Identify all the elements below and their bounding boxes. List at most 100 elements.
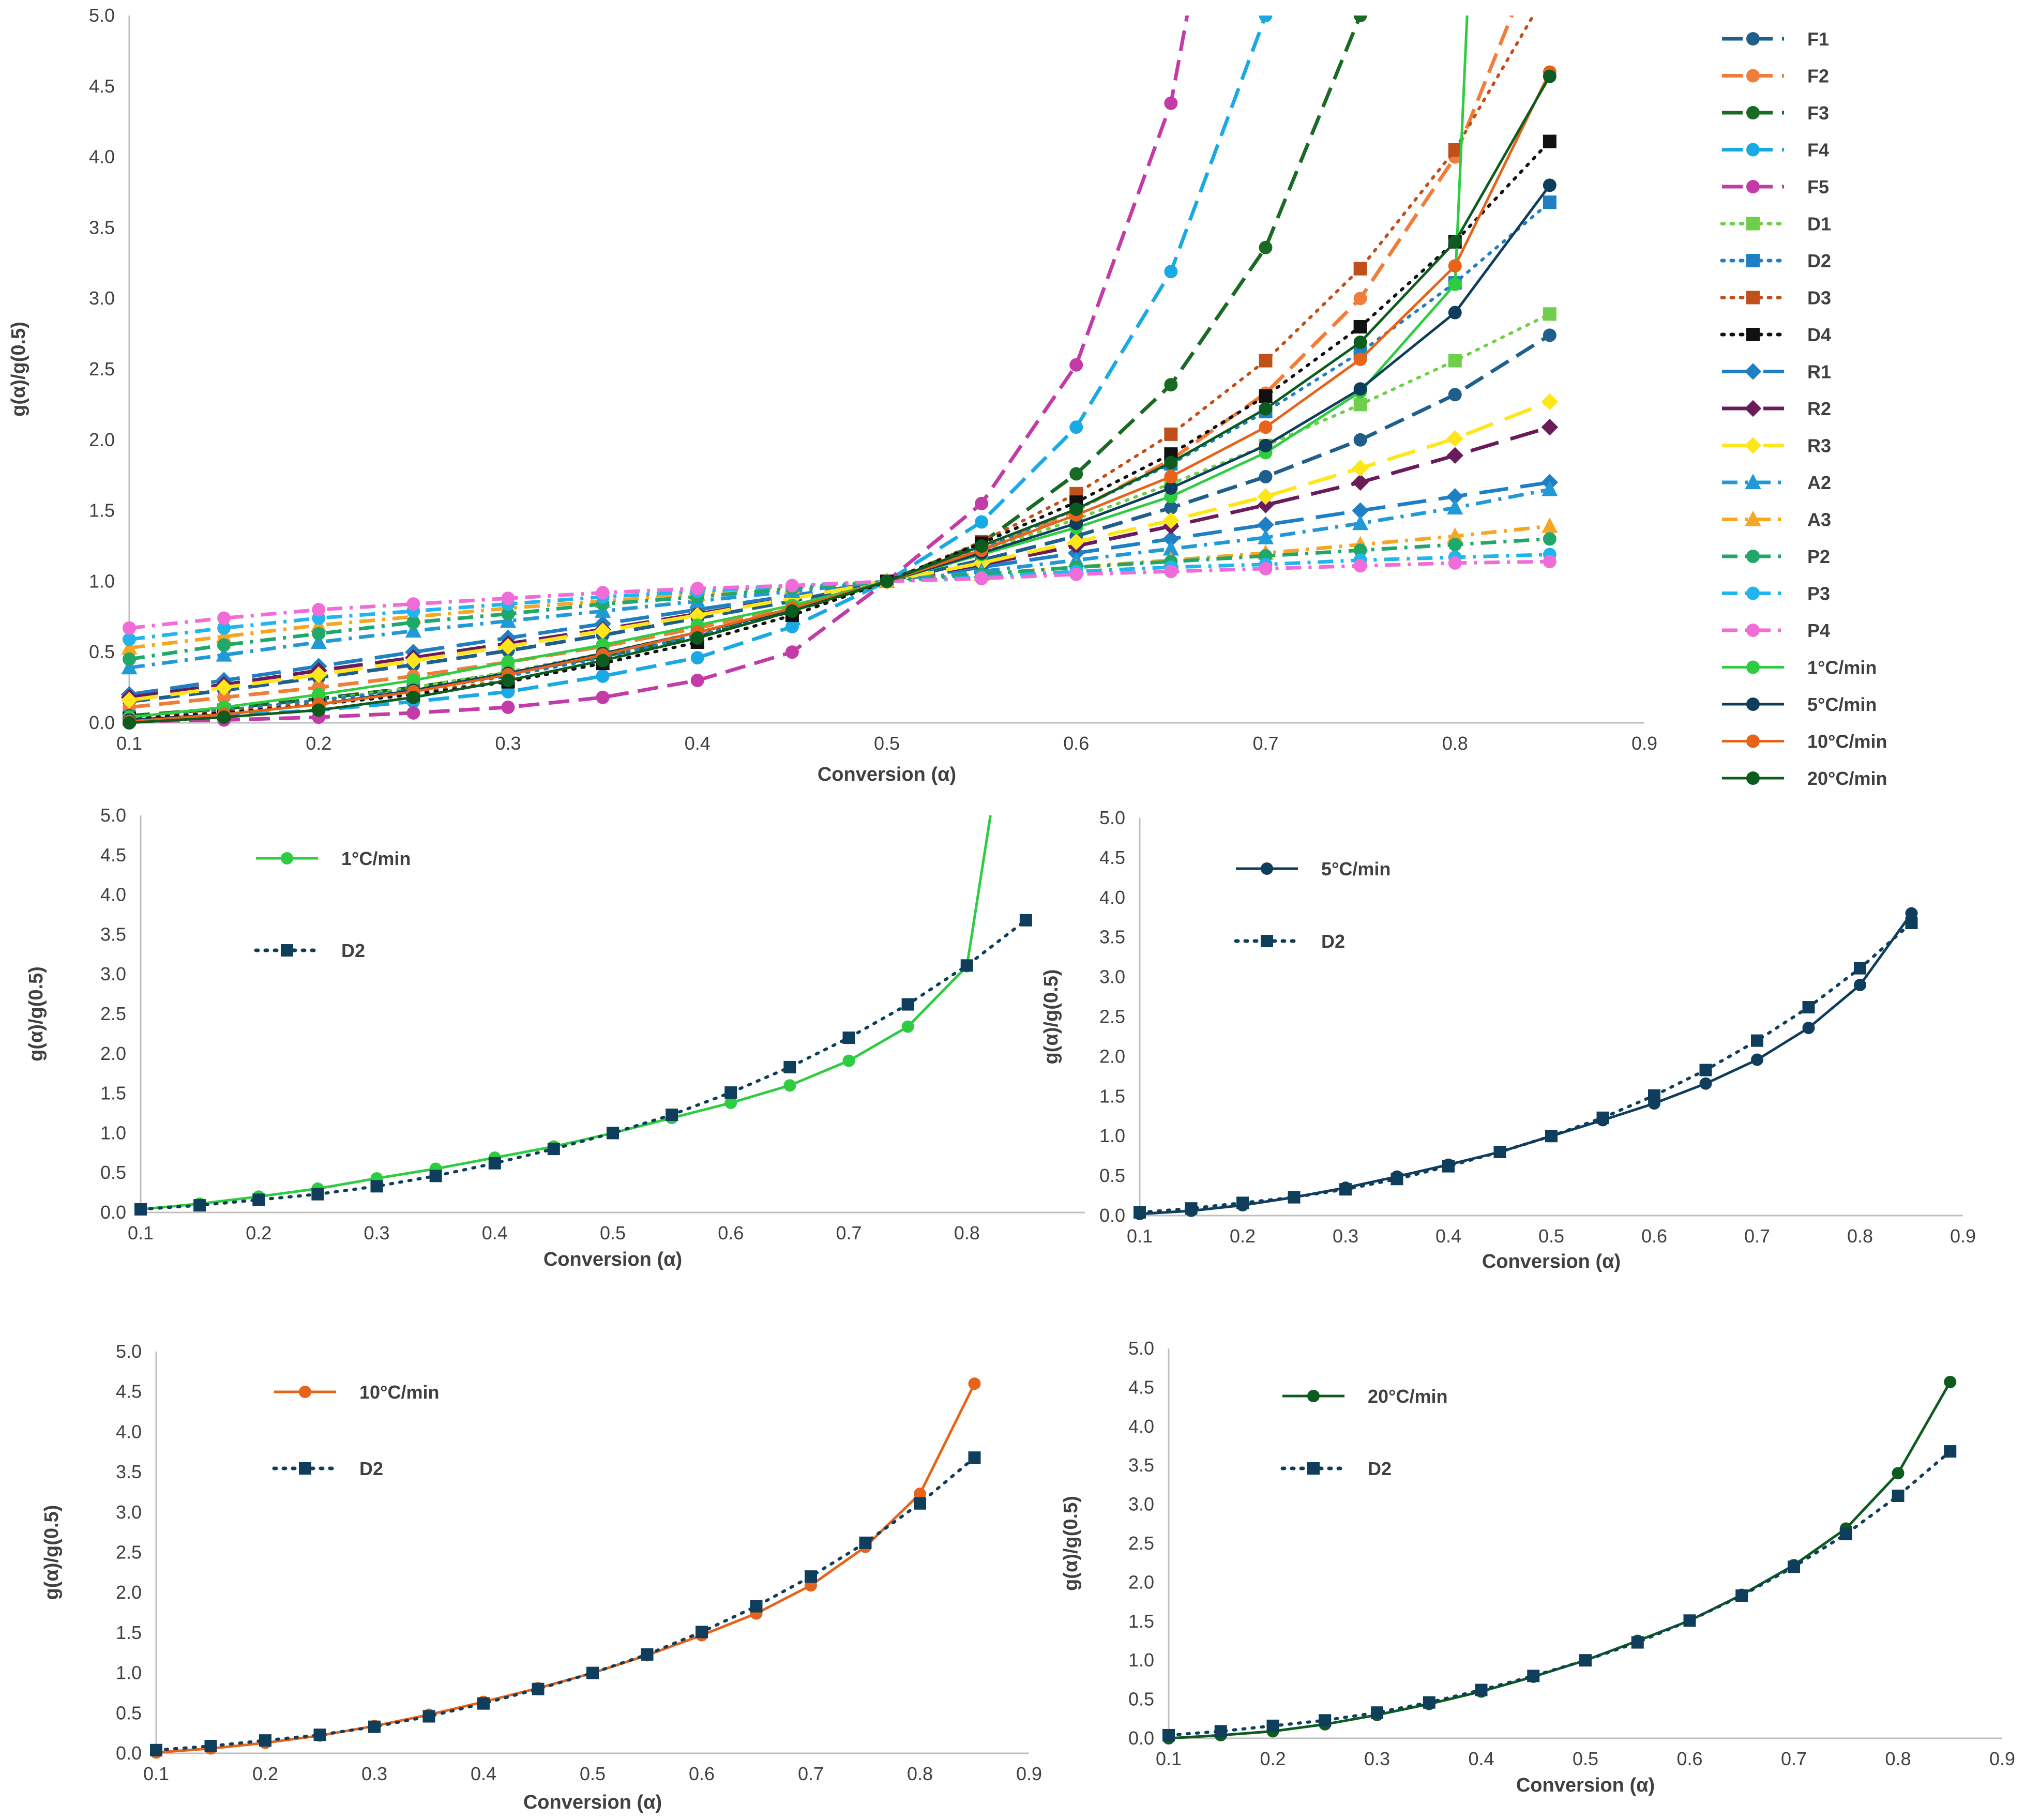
data-point	[368, 1720, 381, 1733]
data-point	[783, 1079, 796, 1092]
data-point	[1353, 320, 1367, 333]
data-point	[406, 690, 420, 704]
series-line-5cmin	[1139, 913, 1913, 1216]
legend-label: F1	[1807, 28, 1829, 50]
data-point	[1266, 1719, 1279, 1732]
y-tick-label: 5.0	[1099, 807, 1125, 828]
data-point	[975, 496, 989, 510]
legend-marker	[1744, 363, 1762, 380]
data-point	[594, 622, 611, 640]
data-point	[488, 1157, 501, 1170]
legend-marker	[1746, 697, 1760, 711]
data-point	[596, 669, 610, 683]
data-point	[1543, 195, 1556, 209]
y-tick-label: 2.0	[89, 429, 115, 450]
legend-marker	[1261, 862, 1273, 875]
legend-label: 1°C/min	[1807, 657, 1877, 678]
y-tick-label: 3.5	[89, 217, 115, 238]
data-point	[690, 673, 704, 687]
data-point	[1699, 1064, 1712, 1076]
data-point	[1371, 1706, 1383, 1719]
data-point	[1446, 430, 1463, 447]
legend-marker	[281, 944, 293, 957]
data-point	[968, 1451, 981, 1464]
data-point	[1648, 1089, 1660, 1102]
data-point	[690, 582, 704, 596]
data-point	[1751, 1034, 1763, 1047]
x-axis-title: Conversion (α)	[818, 764, 956, 785]
legend-marker	[1307, 1462, 1320, 1475]
data-point	[310, 666, 327, 684]
series-line-p2	[129, 537, 1550, 661]
legend-label: 20°C/min	[1807, 768, 1887, 789]
data-point	[1339, 1183, 1352, 1196]
data-point	[501, 655, 515, 669]
data-point	[1448, 556, 1462, 570]
y-tick-label: 0.0	[116, 1742, 142, 1764]
x-axis-title: Conversion (α)	[1482, 1251, 1621, 1272]
legend-marker	[1746, 143, 1760, 157]
y-tick-label: 2.5	[1099, 1006, 1125, 1027]
y-tick-label: 0.5	[1128, 1689, 1154, 1710]
legend-marker	[1746, 32, 1760, 46]
data-point	[217, 621, 231, 635]
data-point	[690, 631, 704, 645]
legend-marker	[1746, 771, 1760, 785]
y-tick-label: 4.0	[1128, 1416, 1154, 1437]
y-tick-label: 3.5	[100, 923, 126, 945]
data-point	[785, 579, 799, 593]
x-axis-title: Conversion (α)	[523, 1792, 662, 1813]
series-line-a2	[129, 488, 1550, 670]
data-point	[1353, 559, 1367, 573]
data-point	[501, 592, 515, 605]
data-point	[1069, 502, 1083, 516]
data-point	[1446, 488, 1463, 505]
legend-label: R3	[1807, 435, 1831, 457]
legend-marker	[1746, 328, 1760, 341]
data-point	[1448, 538, 1462, 552]
y-tick-label: 1.5	[89, 500, 115, 521]
x-tick-label: 0.7	[798, 1763, 824, 1784]
data-point	[1683, 1614, 1696, 1627]
y-tick-label: 0.0	[1099, 1205, 1125, 1226]
data-point	[123, 652, 136, 666]
data-point	[1543, 328, 1556, 342]
data-point	[1353, 433, 1367, 447]
legend-label: D2	[1321, 931, 1345, 952]
data-point	[1631, 1636, 1644, 1649]
x-tick-label: 0.1	[143, 1763, 169, 1784]
data-point	[1164, 427, 1178, 441]
data-point	[123, 716, 136, 730]
data-point	[1164, 265, 1178, 279]
y-tick-label: 1.5	[116, 1622, 142, 1643]
y-tick-label: 4.0	[1099, 887, 1125, 908]
x-tick-label: 0.7	[1781, 1748, 1807, 1769]
series-line-1cmin	[140, 815, 992, 1211]
data-point	[914, 1497, 926, 1510]
x-tick-label: 0.6	[1641, 1225, 1667, 1247]
data-point	[1543, 69, 1556, 83]
data-point	[313, 1728, 326, 1741]
y-tick-label: 4.0	[116, 1421, 142, 1442]
data-point	[150, 1743, 162, 1756]
y-tick-label: 3.0	[100, 963, 126, 984]
data-point	[204, 1740, 217, 1753]
legend-label: D2	[1368, 1458, 1392, 1479]
data-point	[1447, 499, 1463, 515]
y-axis-title: g(α)/g(0.5)	[8, 322, 29, 417]
data-point	[1892, 1467, 1905, 1480]
series-line-d2	[155, 1456, 976, 1752]
data-point	[252, 1193, 265, 1206]
x-axis-title: Conversion (α)	[543, 1249, 682, 1270]
data-point	[1446, 447, 1463, 464]
series-line-10cmin	[129, 71, 1551, 723]
data-point	[312, 703, 326, 717]
data-point	[1257, 516, 1274, 534]
data-point	[901, 1020, 914, 1033]
data-point	[500, 638, 517, 655]
legend-marker	[1746, 550, 1760, 563]
x-tick-label: 0.2	[246, 1222, 271, 1243]
y-tick-label: 5.0	[89, 5, 115, 26]
y-tick-label: 1.0	[116, 1662, 142, 1684]
data-point	[783, 1060, 796, 1073]
